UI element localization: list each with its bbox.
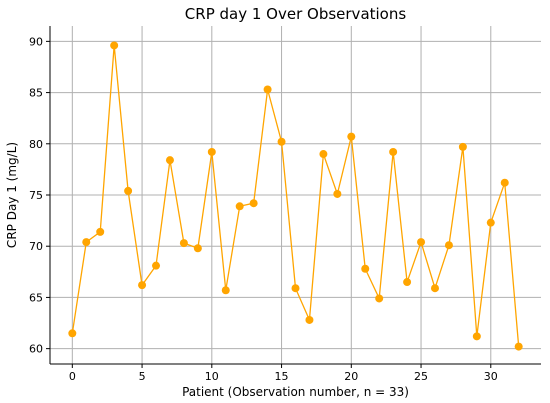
data-point [82,238,91,247]
data-point [375,294,384,303]
y-tick-label: 90 [29,35,43,48]
data-point [165,156,174,165]
ticks: 0 5 10 15 20 25 30 60 65 70 75 80 85 90 [29,35,498,383]
series-line [71,45,520,347]
data-point [458,142,467,151]
data-point [124,186,133,195]
y-tick-label: 60 [29,343,43,356]
data-point [110,41,119,50]
data-point [403,278,412,287]
data-point [472,332,481,341]
data-point [305,315,314,324]
x-tick-label: 0 [69,370,76,383]
data-point [291,284,300,293]
x-tick-label: 25 [414,370,428,383]
data-point [277,137,286,146]
grid [50,26,541,364]
data-point [193,244,202,253]
data-point [361,264,370,273]
series-crp-day1 [68,41,523,351]
data-point [500,178,509,187]
x-tick-label: 15 [275,370,289,383]
x-axis-label: Patient (Observation number, n = 33) [182,385,409,399]
data-point [68,329,77,338]
data-point [389,147,398,156]
data-point [417,238,426,247]
x-tick-label: 30 [484,370,498,383]
data-point [430,284,439,293]
data-point [207,147,216,156]
y-tick-label: 75 [29,189,43,202]
x-tick-label: 10 [205,370,219,383]
y-tick-label: 65 [29,291,43,304]
x-tick-label: 5 [139,370,146,383]
data-point [179,239,188,248]
chart-title: CRP day 1 Over Observations [185,5,407,23]
y-axis-label: CRP Day 1 (mg/L) [5,142,19,248]
data-point [152,261,161,270]
data-point [263,85,272,94]
data-point [333,189,342,198]
data-point [235,202,244,211]
data-point [444,241,453,250]
data-point [486,218,495,227]
data-point [319,150,328,159]
x-tick-label: 20 [344,370,358,383]
data-point [249,199,258,208]
y-tick-label: 85 [29,87,43,100]
y-tick-label: 80 [29,138,43,151]
data-point [514,342,523,351]
data-point [221,286,230,295]
data-point [96,227,105,236]
data-point [347,132,356,141]
y-tick-label: 70 [29,240,43,253]
data-point [138,281,147,290]
